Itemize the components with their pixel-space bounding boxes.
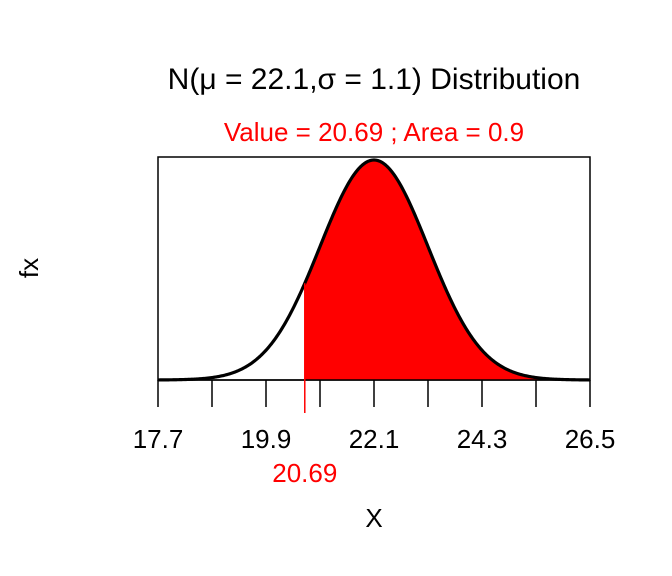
x-tick-label-0: 17.7	[133, 424, 184, 454]
x-tick-label-4: 26.5	[565, 424, 616, 454]
plot-marks: 17.7 19.9 22.1 24.3 26.5 20.69	[133, 158, 616, 488]
y-axis-label: fx	[14, 258, 44, 278]
density-curve	[157, 158, 591, 382]
shaded-area	[304, 160, 590, 380]
x-tick-label-1: 19.9	[241, 424, 292, 454]
x-tick-label-2: 22.1	[349, 424, 400, 454]
chart-title: N(μ = 22.1,σ = 1.1) Distribution	[168, 63, 581, 96]
chart-subtitle: Value = 20.69 ; Area = 0.9	[224, 117, 524, 147]
x-axis-label: X	[365, 503, 382, 533]
marker-label: 20.69	[272, 458, 337, 488]
x-tick-label-3: 24.3	[457, 424, 508, 454]
